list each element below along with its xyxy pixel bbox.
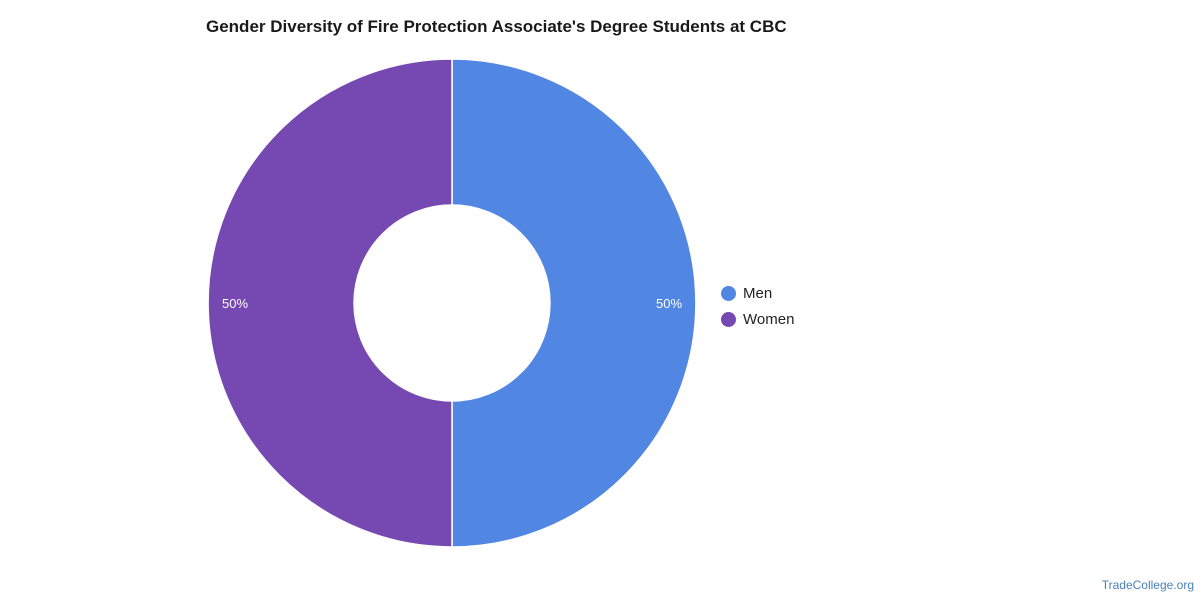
legend-swatch-women [721,311,736,327]
legend-item-women[interactable]: Women [721,306,794,332]
legend: Men Women [721,280,794,332]
legend-label-women: Women [743,310,795,328]
chart-title: Gender Diversity of Fire Protection Asso… [206,17,787,36]
slice-women[interactable] [207,58,453,548]
legend-item-men[interactable]: Men [721,280,794,306]
legend-label-men: Men [743,284,773,302]
slice-label-men: 50% [656,296,682,311]
legend-swatch-men [721,285,736,301]
donut-slices [207,58,697,548]
slice-labels: 50% 50% [222,296,682,311]
slice-men[interactable] [451,58,697,548]
slice-label-women: 50% [222,296,248,311]
source-credit[interactable]: TradeCollege.org [1101,578,1194,592]
